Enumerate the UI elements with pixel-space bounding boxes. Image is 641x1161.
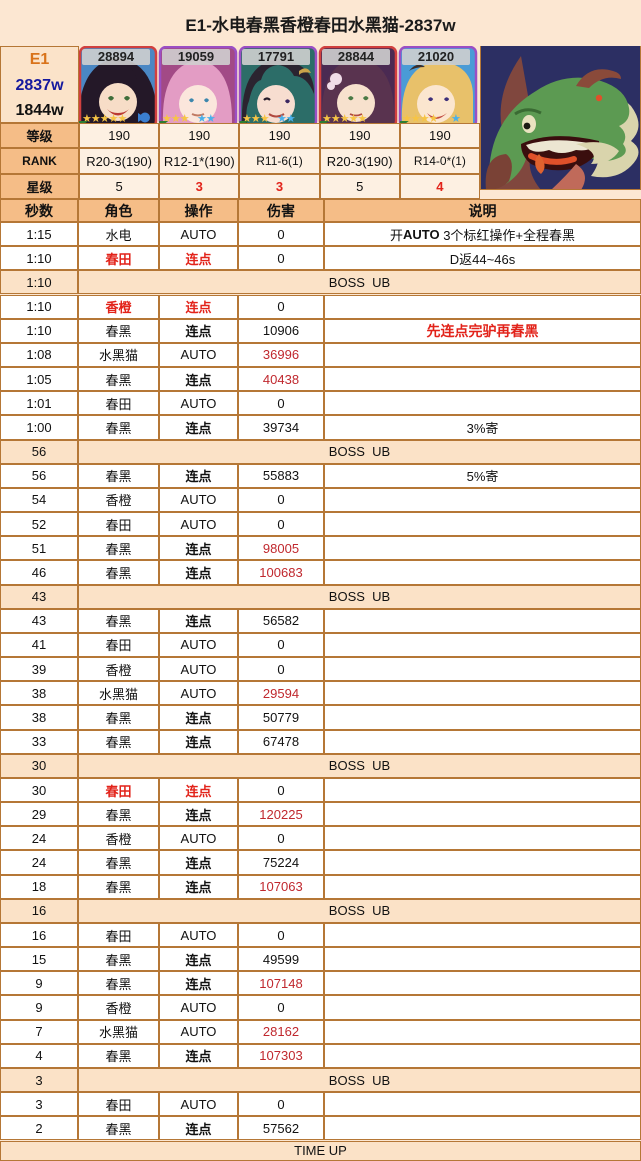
svg-text:19059: 19059 bbox=[178, 49, 214, 64]
svg-text:17791: 17791 bbox=[258, 49, 294, 64]
svg-text:21020: 21020 bbox=[418, 49, 454, 64]
svg-text:28894: 28894 bbox=[98, 49, 135, 64]
svg-text:28844: 28844 bbox=[338, 49, 375, 64]
